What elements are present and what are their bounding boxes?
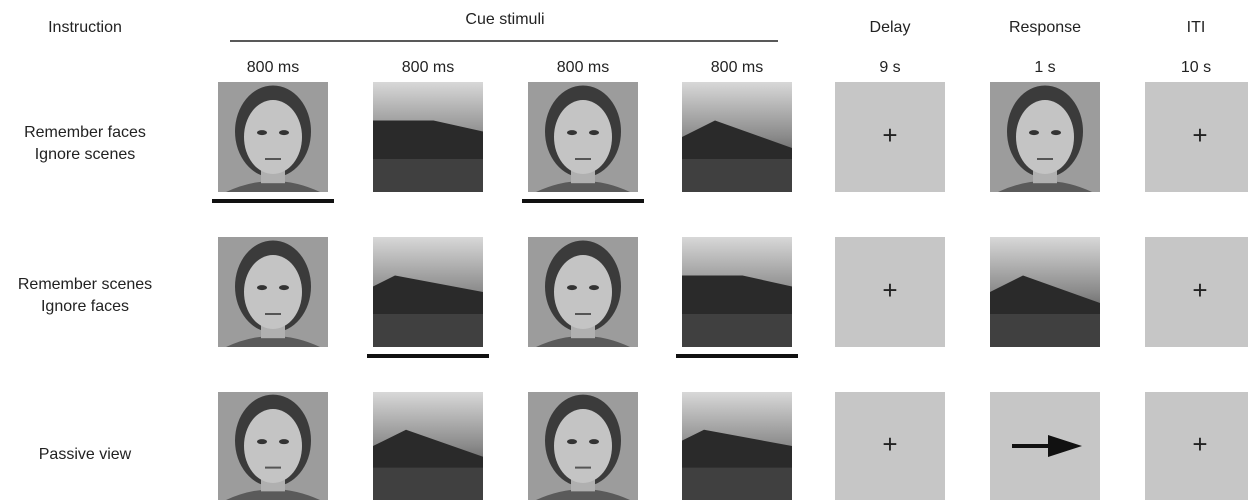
- row-instruction: Ignore faces: [41, 298, 129, 315]
- attend-underline: [522, 199, 644, 203]
- eye: [589, 130, 599, 136]
- cue-duration: 800 ms: [557, 59, 609, 76]
- fixation-cross: +: [882, 275, 897, 305]
- shoulders: [536, 181, 630, 192]
- iti-header: ITI: [1187, 19, 1206, 36]
- stimulus-5: [990, 392, 1100, 500]
- stimulus-0: [218, 392, 328, 500]
- face: [554, 409, 612, 483]
- cue-header: Cue stimuli: [465, 11, 544, 28]
- eye: [279, 285, 289, 291]
- cue-duration: 800 ms: [402, 59, 454, 76]
- face: [554, 100, 612, 174]
- stimulus-1: [373, 82, 483, 192]
- shoulders: [536, 336, 630, 347]
- face: [244, 409, 302, 483]
- stimulus-0: [218, 237, 328, 347]
- stimulus-3: [682, 237, 792, 347]
- scene-water: [682, 159, 792, 192]
- row-instruction: Remember scenes: [18, 276, 152, 293]
- eye: [567, 130, 577, 136]
- blank-screen: [1145, 392, 1248, 500]
- scene-water: [682, 467, 792, 500]
- eye: [1029, 130, 1039, 136]
- blank-screen: [835, 82, 945, 192]
- shoulders: [536, 489, 630, 500]
- scene-water: [373, 159, 483, 192]
- instruction-header: Instruction: [48, 19, 122, 36]
- row-instruction: Remember faces: [24, 124, 146, 141]
- face: [554, 255, 612, 329]
- stimulus-2: [528, 237, 638, 347]
- attend-underline: [676, 354, 798, 358]
- fixation-cross: +: [882, 429, 897, 459]
- face: [1016, 100, 1074, 174]
- delay-header: Delay: [870, 19, 911, 36]
- shoulders: [226, 181, 320, 192]
- blank-screen: [1145, 237, 1248, 347]
- delay-duration: 9 s: [879, 59, 900, 76]
- eye: [279, 439, 289, 445]
- eye: [589, 285, 599, 291]
- shoulders: [226, 336, 320, 347]
- stimulus-6: +: [1145, 392, 1248, 500]
- stimulus-4: +: [835, 82, 945, 192]
- stimulus-4: +: [835, 392, 945, 500]
- row-instruction: Ignore scenes: [35, 146, 136, 163]
- stimulus-6: +: [1145, 82, 1248, 192]
- blank-screen: [1145, 82, 1248, 192]
- fixation-cross: +: [882, 120, 897, 150]
- fixation-cross: +: [1192, 275, 1207, 305]
- shoulders: [226, 489, 320, 500]
- eye: [257, 439, 267, 445]
- eye: [257, 130, 267, 136]
- response-header: Response: [1009, 19, 1081, 36]
- eye: [257, 285, 267, 291]
- eye: [589, 439, 599, 445]
- face: [244, 100, 302, 174]
- stimulus-3: [682, 392, 792, 500]
- stimulus-1: [373, 392, 483, 500]
- row-instruction: Passive view: [39, 446, 132, 463]
- stimulus-1: [373, 237, 483, 347]
- scene-water: [990, 314, 1100, 347]
- arrow-head: [1048, 435, 1082, 457]
- response-duration: 1 s: [1034, 59, 1055, 76]
- iti-duration: 10 s: [1181, 59, 1211, 76]
- eye: [567, 285, 577, 291]
- cue-duration: 800 ms: [247, 59, 299, 76]
- scene-water: [373, 314, 483, 347]
- shoulders: [998, 181, 1092, 192]
- stimulus-0: [218, 82, 328, 192]
- stimulus-2: [528, 82, 638, 192]
- blank-screen: [835, 237, 945, 347]
- stimulus-5: [990, 237, 1100, 347]
- face: [244, 255, 302, 329]
- eye: [567, 439, 577, 445]
- stimulus-4: +: [835, 237, 945, 347]
- eye: [1051, 130, 1061, 136]
- scene-water: [682, 314, 792, 347]
- blank-screen: [835, 392, 945, 500]
- attend-underline: [367, 354, 489, 358]
- attend-underline: [212, 199, 334, 203]
- fixation-cross: +: [1192, 120, 1207, 150]
- stimulus-2: [528, 392, 638, 500]
- cue-duration: 800 ms: [711, 59, 763, 76]
- scene-water: [373, 467, 483, 500]
- fixation-cross: +: [1192, 429, 1207, 459]
- stimulus-5: [990, 82, 1100, 192]
- stimulus-3: [682, 82, 792, 192]
- stimulus-6: +: [1145, 237, 1248, 347]
- eye: [279, 130, 289, 136]
